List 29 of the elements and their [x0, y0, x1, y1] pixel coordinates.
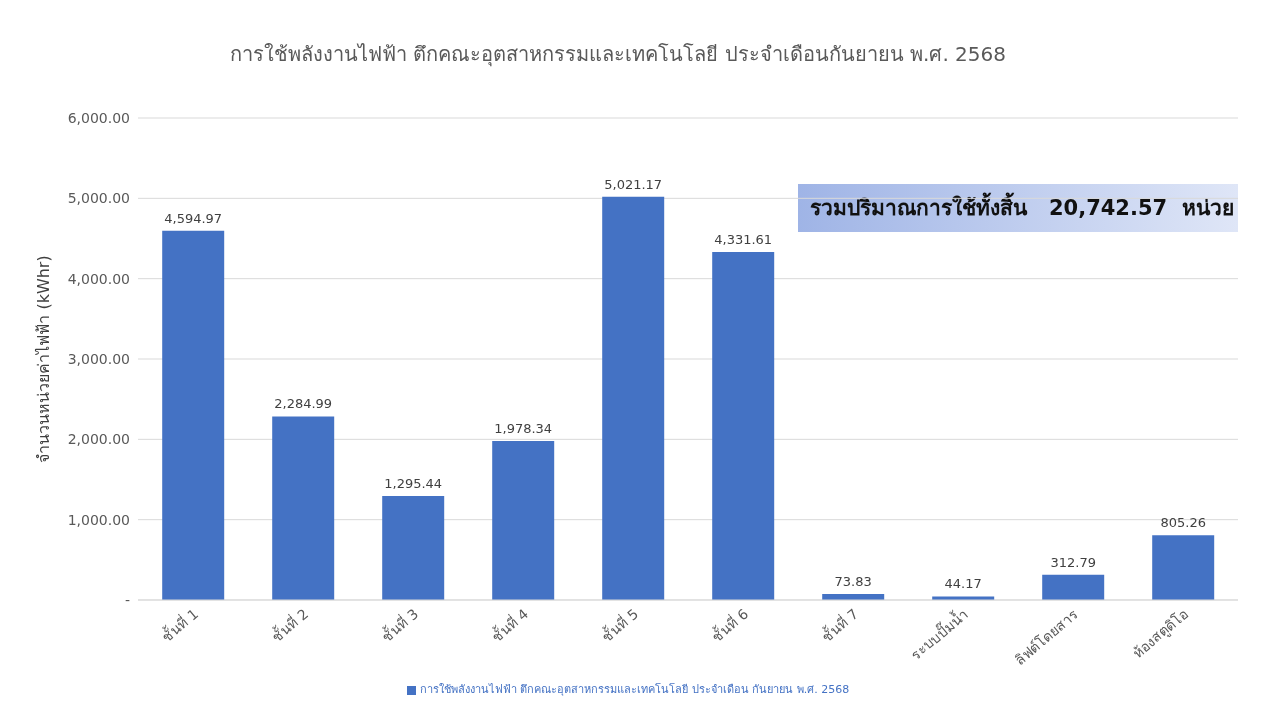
data-label: 5,021.17 — [604, 176, 663, 192]
data-label: 312.79 — [1050, 554, 1096, 570]
data-label: 4,331.61 — [714, 232, 773, 248]
y-tick-label: 2,000.00 — [67, 431, 130, 448]
data-label: 73.83 — [834, 574, 872, 590]
legend-label: การใช้พลังงานไฟฟ้า ตึกคณะอุตสาหกรรมและเทคโนโลยี ประจำเดือน กันยายน พ.ศ. 2568 — [419, 683, 850, 696]
y-tick-label: 3,000.00 — [67, 350, 130, 367]
bar — [382, 495, 445, 600]
data-label: 2,284.99 — [274, 396, 333, 412]
bar — [1152, 535, 1215, 600]
y-axis-title: จำนวนหน่วยค่าไฟฟ้า (kWhr) — [33, 255, 53, 463]
bar — [492, 441, 555, 600]
y-tick-label: 6,000.00 — [67, 109, 130, 126]
chart-title: การใช้พลังงานไฟฟ้า ตึกคณะอุตสาหกรรมและเทคโนโลยี ประจำเดือนกันยายน พ.ศ. 2568 — [228, 41, 1007, 69]
bar — [162, 230, 225, 600]
bar — [272, 416, 335, 600]
bar — [602, 196, 665, 600]
y-tick-label: 4,000.00 — [67, 270, 130, 287]
bar — [1042, 574, 1105, 600]
data-label: 1,295.44 — [384, 475, 443, 491]
y-tick-label: 5,000.00 — [67, 190, 130, 207]
data-label: 805.26 — [1160, 515, 1206, 531]
data-label: 1,978.34 — [494, 421, 553, 437]
annotation: รวมปริมาณการใช้ทั้งสิ้น 20,742.57 หน่วย — [798, 184, 1238, 232]
data-label: 4,594.97 — [164, 210, 223, 226]
y-tick-label: 1,000.00 — [67, 511, 130, 528]
data-label: 44.17 — [944, 576, 982, 592]
bar — [712, 252, 775, 600]
y-tick-label: - — [124, 591, 130, 608]
